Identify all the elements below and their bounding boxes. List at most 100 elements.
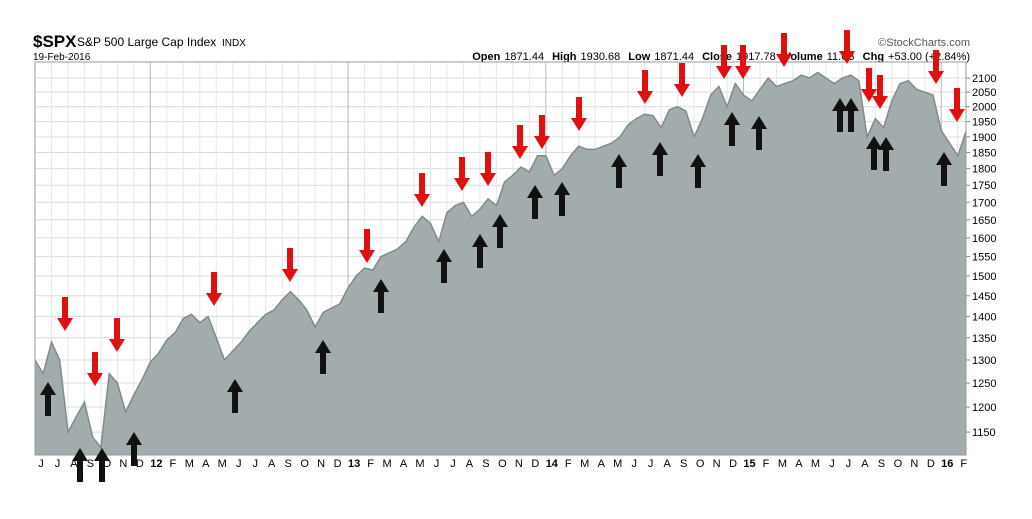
x-tick-label: F (565, 458, 572, 470)
x-tick-label: J (450, 458, 456, 470)
x-tick-label: F (367, 458, 374, 470)
x-tick-label: A (795, 458, 803, 470)
y-tick-label: 1900 (972, 132, 996, 144)
y-tick-label: 1700 (972, 197, 996, 209)
up-arrow (554, 182, 570, 216)
y-tick-label: 1650 (972, 215, 996, 227)
x-tick-label: J (236, 458, 242, 470)
line (34, 71, 967, 450)
down-arrow (480, 152, 496, 186)
x-tick-label: 16 (941, 458, 953, 470)
y-tick-label: 1600 (972, 233, 996, 245)
arrows (40, 30, 965, 482)
up-arrow (40, 382, 56, 416)
down-arrow (414, 173, 430, 207)
x-tick-label: 12 (150, 458, 162, 470)
x-tick-label: A (202, 458, 210, 470)
x-tick-label: M (185, 458, 194, 470)
y-tick-label: 1850 (972, 148, 996, 160)
up-arrow (751, 116, 767, 150)
up-arrow (126, 432, 142, 466)
index-name: S&P 500 Large Cap Index (77, 35, 216, 49)
x-tick-label: A (268, 458, 276, 470)
quote-label: Chg (863, 51, 884, 63)
down-arrow (534, 115, 550, 149)
y-tick-label: 2050 (972, 87, 996, 99)
up-arrow (315, 340, 331, 374)
x-tick-label: N (317, 458, 325, 470)
down-arrow (87, 352, 103, 386)
down-arrow (109, 318, 125, 352)
x-tick-label: 15 (743, 458, 755, 470)
up-arrow (652, 142, 668, 176)
x-tick-label: A (663, 458, 671, 470)
x-tick-label: M (613, 458, 622, 470)
up-arrow (843, 98, 859, 132)
x-tick-label: J (434, 458, 440, 470)
x-tick-label: J (648, 458, 654, 470)
quote-value: 1930.68 (581, 51, 621, 63)
up-arrow (492, 214, 508, 248)
x-tick-label: S (680, 458, 687, 470)
x-tick-label: D (136, 458, 144, 470)
down-arrow (571, 97, 587, 131)
x-tick-label: N (713, 458, 721, 470)
down-arrow (949, 88, 965, 122)
up-arrow (724, 112, 740, 146)
up-arrow (436, 249, 452, 283)
up-arrow (527, 185, 543, 219)
x-tick-label: J (846, 458, 852, 470)
quote-label: High (552, 51, 577, 63)
x-tick-label: N (515, 458, 523, 470)
x-tick-label: D (927, 458, 935, 470)
up-arrow (878, 137, 894, 171)
up-arrow (936, 152, 952, 186)
y-tick-label: 1800 (972, 164, 996, 176)
down-arrow (716, 45, 732, 79)
x-tick-label: M (811, 458, 820, 470)
down-arrow (674, 63, 690, 97)
down-arrow (454, 157, 470, 191)
down-arrow (512, 125, 528, 159)
down-arrow (839, 30, 855, 64)
x-tick-label: M (580, 458, 589, 470)
x-tick-label: F (763, 458, 770, 470)
x-tick-label: O (498, 458, 507, 470)
quote-value: 1871.44 (654, 51, 694, 63)
date: 19-Feb-2016 (33, 52, 91, 63)
x-tick-label: M (778, 458, 787, 470)
x-tick-label: J (631, 458, 637, 470)
x-tick-label: A (70, 458, 78, 470)
y-tick-label: 1200 (972, 402, 996, 414)
symbol: $SPX (33, 32, 77, 51)
y-tick-label: 2100 (972, 73, 996, 85)
y-tick-label: 2000 (972, 102, 996, 114)
up-arrow (227, 379, 243, 413)
x-tick-label: S (482, 458, 489, 470)
x-tick-label: M (415, 458, 424, 470)
x-tick-label: N (119, 458, 127, 470)
up-arrow (866, 136, 882, 170)
x-tick-label: M (382, 458, 391, 470)
y-tick-label: 1450 (972, 291, 996, 303)
up-arrow (472, 234, 488, 268)
quote-label: Open (472, 51, 500, 63)
y-tick-label: 1250 (972, 378, 996, 390)
up-arrow (72, 448, 88, 482)
y-tick-label: 1300 (972, 355, 996, 367)
down-arrow (861, 68, 877, 102)
x-tick-label: S (284, 458, 291, 470)
x-tick-label: J (252, 458, 258, 470)
x-tick-label: A (598, 458, 606, 470)
down-arrow (776, 33, 792, 67)
y-tick-label: 1550 (972, 252, 996, 264)
x-tick-label: O (696, 458, 705, 470)
down-arrow (928, 50, 944, 84)
x-tick-label: 13 (348, 458, 360, 470)
down-arrow (735, 45, 751, 79)
y-tick-label: 1950 (972, 117, 996, 129)
quote-value: +53.00 (+2.84%) (888, 51, 970, 63)
up-arrow (832, 98, 848, 132)
